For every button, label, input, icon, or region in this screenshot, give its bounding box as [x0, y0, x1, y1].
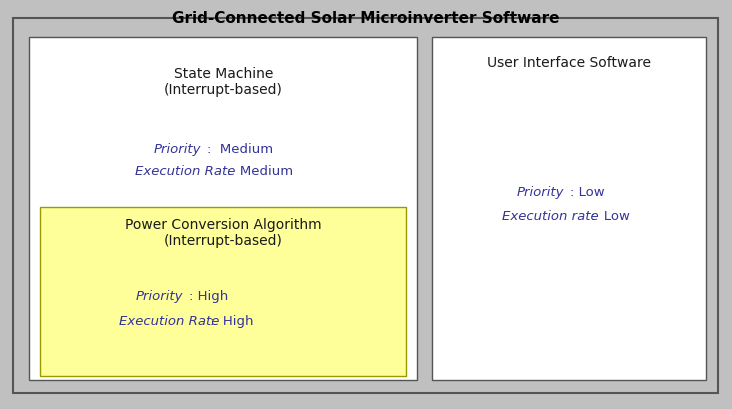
Text: :  Medium: : Medium — [227, 165, 293, 178]
Text: Power Conversion Algorithm
(Interrupt-based): Power Conversion Algorithm (Interrupt-ba… — [125, 218, 321, 248]
FancyBboxPatch shape — [40, 207, 406, 376]
Text: Priority: Priority — [135, 290, 183, 303]
Text: :  High: : High — [210, 315, 253, 328]
Text: User Interface Software: User Interface Software — [488, 56, 651, 70]
Text: Priority: Priority — [154, 143, 201, 156]
Text: : High: : High — [189, 290, 228, 303]
Text: Execution rate: Execution rate — [502, 210, 599, 223]
Text: Execution Rate: Execution Rate — [135, 165, 236, 178]
Text: Grid-Connected Solar Microinverter Software: Grid-Connected Solar Microinverter Softw… — [172, 11, 560, 26]
FancyBboxPatch shape — [29, 37, 417, 380]
Text: :  Low: : Low — [591, 210, 630, 223]
Text: Priority: Priority — [517, 186, 564, 199]
Text: Execution Rate: Execution Rate — [119, 315, 219, 328]
Text: :  Medium: : Medium — [207, 143, 273, 156]
FancyBboxPatch shape — [13, 18, 718, 393]
Text: State Machine
(Interrupt-based): State Machine (Interrupt-based) — [164, 67, 283, 97]
Text: : Low: : Low — [570, 186, 605, 199]
FancyBboxPatch shape — [432, 37, 706, 380]
